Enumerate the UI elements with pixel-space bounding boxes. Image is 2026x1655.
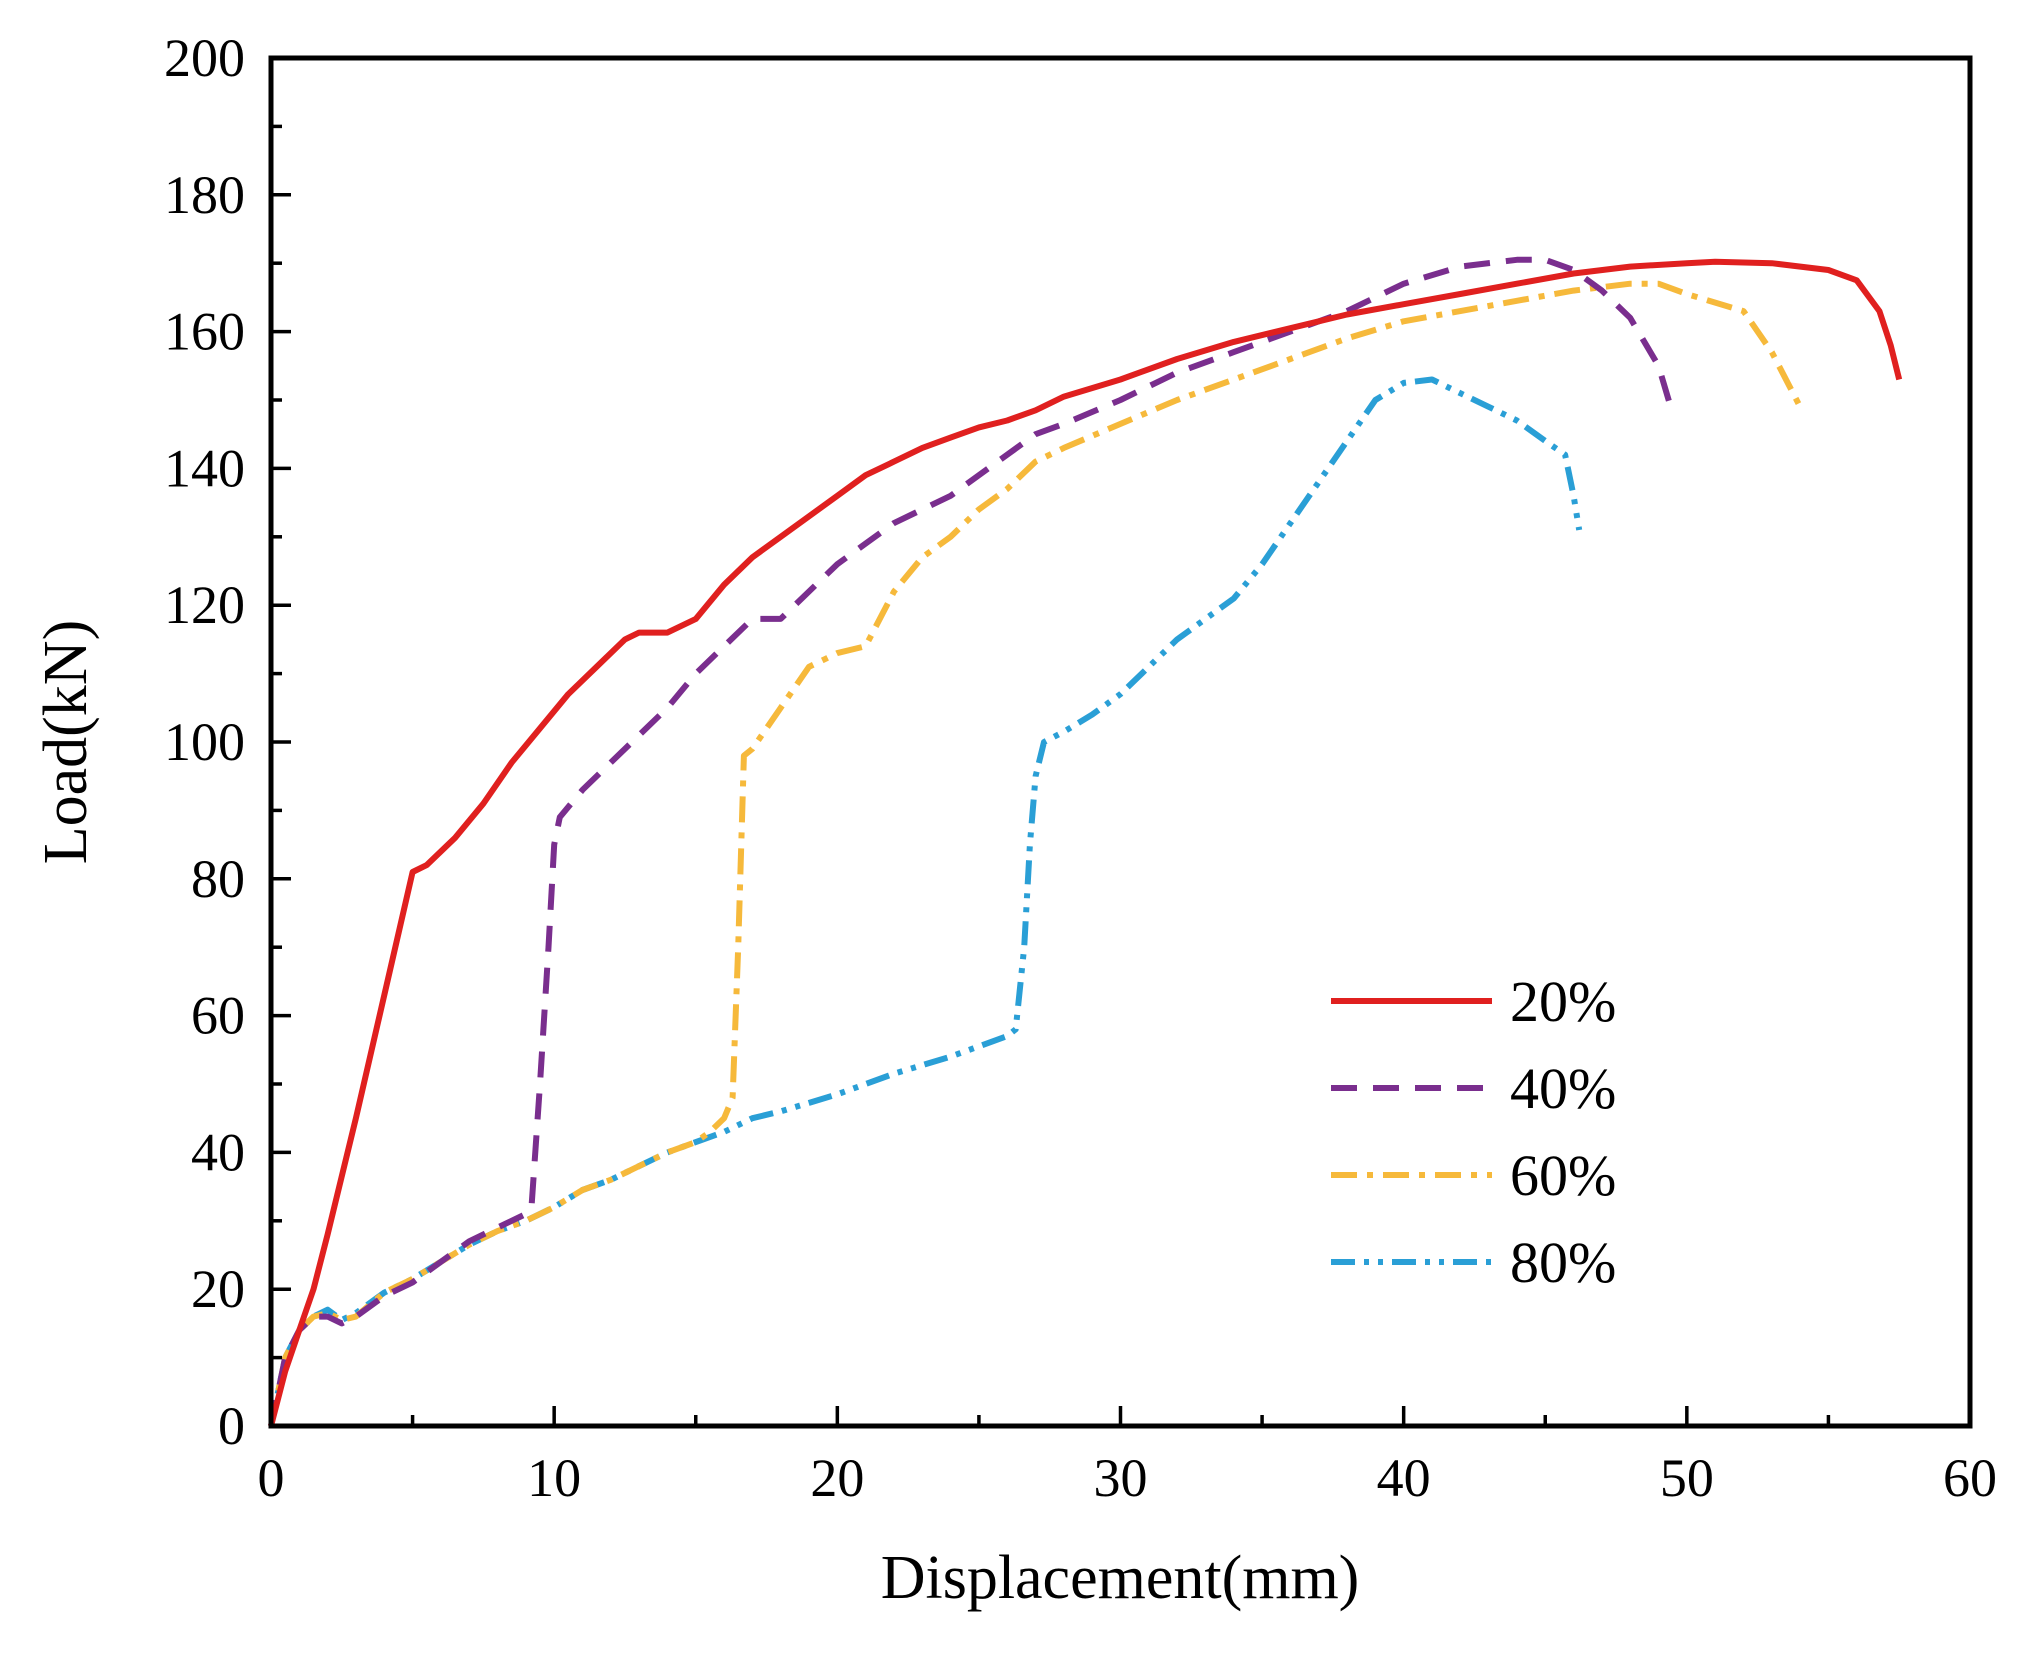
y-tick-label: 60 bbox=[191, 986, 245, 1046]
y-tick-label: 160 bbox=[164, 302, 245, 362]
y-axis-label: Load(kN) bbox=[32, 620, 100, 864]
y-tick-label: 200 bbox=[164, 28, 245, 88]
series-layer bbox=[268, 256, 1903, 1427]
legend-label: 80% bbox=[1510, 1230, 1616, 1295]
y-tick-label: 180 bbox=[164, 165, 245, 225]
axes-layer: 0 10 20 30 40 50 60 0 20 40 60 80 100 120 140 160 180 200 bbox=[164, 28, 1997, 1508]
x-tick-label: 50 bbox=[1660, 1448, 1714, 1508]
legend: 20% 40% 60% 80% bbox=[1331, 969, 1616, 1295]
x-axis-label: Displacement(mm) bbox=[881, 1544, 1360, 1612]
y-tick-label: 100 bbox=[164, 712, 245, 772]
y-tick-label: 140 bbox=[164, 438, 245, 498]
y-tick-label: 20 bbox=[191, 1259, 245, 1319]
y-tick-label: 40 bbox=[191, 1122, 245, 1182]
legend-label: 20% bbox=[1510, 969, 1616, 1034]
x-tick-label: 40 bbox=[1377, 1448, 1431, 1508]
legend-label: 60% bbox=[1510, 1143, 1616, 1208]
x-tick-label: 20 bbox=[810, 1448, 864, 1508]
x-tick-label: 30 bbox=[1094, 1448, 1148, 1508]
series-line-80pct bbox=[268, 376, 1583, 1427]
series-line-60pct bbox=[268, 280, 1803, 1427]
series-line-40pct bbox=[268, 256, 1676, 1427]
y-tick-label: 0 bbox=[218, 1396, 245, 1456]
series-line-20pct bbox=[268, 258, 1903, 1427]
x-tick-label: 0 bbox=[258, 1448, 285, 1508]
x-tick-label: 60 bbox=[1943, 1448, 1997, 1508]
y-tick-label: 80 bbox=[191, 849, 245, 909]
legend-label: 40% bbox=[1510, 1056, 1616, 1121]
x-tick-label: 10 bbox=[527, 1448, 581, 1508]
y-tick-label: 120 bbox=[164, 575, 245, 635]
